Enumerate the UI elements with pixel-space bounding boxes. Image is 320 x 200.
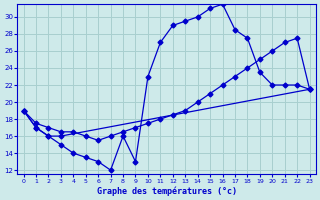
X-axis label: Graphe des températures (°c): Graphe des températures (°c) <box>97 186 236 196</box>
